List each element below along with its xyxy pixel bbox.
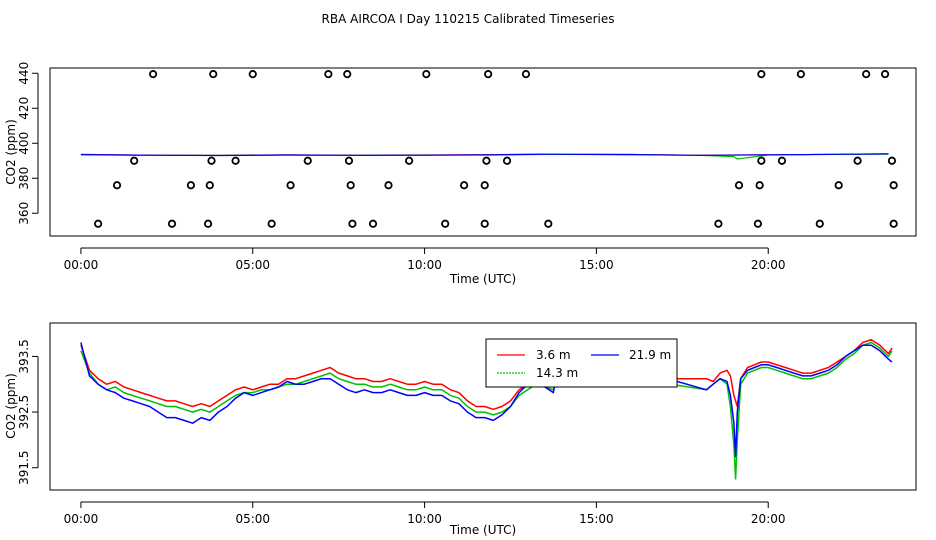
y-tick-label-1-0: 391.5 [17,451,31,485]
data-point-2 [248,70,257,79]
series-line-1-1 [80,341,893,480]
data-point-32 [734,181,744,190]
data-point-24 [112,181,122,190]
data-point-6 [484,70,493,79]
page-title: RBA AIRCOA I Day 110215 Calibrated Times… [322,12,615,26]
x-tick-label-0-4: 20:00 [751,258,786,272]
series-line-1-2 [80,342,893,458]
data-point-31 [480,181,489,190]
data-point-7 [521,70,531,79]
legend-label-3-6m: 3.6 m [536,348,571,362]
data-point-48 [889,219,898,228]
y-tick-label-1-2: 393.5 [17,339,31,373]
top-y-axis-label: CO2 (ppm) [4,119,18,185]
data-point-4 [343,70,352,79]
data-point-20 [757,156,766,165]
data-point-36 [94,219,103,228]
data-point-18 [482,156,491,165]
legend: 3.6 m 21.9 m 14.3 m [485,338,678,388]
data-point-33 [755,181,764,190]
data-point-40 [348,219,357,228]
x-tick-label-0-3: 15:00 [579,258,614,272]
data-point-12 [130,156,139,165]
data-point-16 [344,156,354,165]
data-point-9 [796,70,805,79]
bottom-y-axis-label: CO2 (ppm) [4,373,18,439]
top-plot-frame [49,67,917,237]
data-point-46 [753,219,763,228]
series-line-0-2 [80,153,889,157]
bottom-panel: Time (UTC) CO2 (ppm) 3.6 m 21.9 m 14.3 m [4,322,917,537]
data-point-38 [203,219,213,228]
data-point-1 [209,70,218,79]
y-tick-label-0-2: 400 [17,132,31,155]
data-point-0 [148,70,158,79]
x-tick-label-1-0: 00:00 [64,512,99,526]
data-point-35 [889,181,898,190]
y-tick-label-1-1: 392.5 [17,395,31,429]
data-point-34 [834,181,843,190]
x-tick-label-1-4: 20:00 [751,512,786,526]
data-point-3 [324,70,333,79]
legend-label-14-3m: 14.3 m [536,366,578,380]
legend-label-21-9m: 21.9 m [629,348,671,362]
data-point-44 [544,219,553,228]
series-line-1-0 [80,338,893,411]
data-point-28 [346,181,355,190]
x-tick-label-1-3: 15:00 [579,512,614,526]
data-point-10 [862,70,871,79]
data-point-5 [422,70,431,79]
data-point-13 [207,156,216,165]
x-tick-label-1-1: 05:00 [235,512,270,526]
data-point-47 [815,219,824,228]
data-point-43 [480,219,489,228]
data-point-15 [303,156,312,165]
data-point-23 [887,156,897,165]
data-point-17 [405,156,414,165]
y-tick-label-0-4: 440 [17,62,31,85]
legend-box [485,338,678,388]
data-point-8 [757,70,766,79]
data-point-21 [777,156,787,165]
data-point-27 [286,181,295,190]
y-tick-label-0-0: 360 [17,202,31,225]
data-point-30 [459,181,469,190]
top-x-axis-label: Time (UTC) [449,272,516,286]
data-point-29 [384,181,393,190]
x-tick-label-0-0: 00:00 [64,258,99,272]
x-tick-label-0-1: 05:00 [235,258,270,272]
x-tick-label-0-2: 10:00 [407,258,442,272]
data-point-39 [267,219,276,228]
data-point-37 [167,219,177,228]
x-tick-label-1-2: 10:00 [407,512,442,526]
y-tick-label-0-1: 380 [17,167,31,190]
data-point-19 [502,156,512,165]
data-point-41 [368,219,378,228]
data-point-25 [186,181,195,190]
data-point-14 [231,156,240,165]
data-point-26 [205,181,214,190]
data-point-11 [880,70,890,79]
data-point-42 [441,219,450,228]
data-point-22 [853,156,862,165]
bottom-x-axis-label: Time (UTC) [449,523,516,537]
y-tick-label-0-3: 420 [17,97,31,120]
top-panel: Time (UTC) CO2 (ppm) [4,67,917,286]
data-point-45 [714,219,723,228]
bottom-plot-frame [49,322,917,491]
